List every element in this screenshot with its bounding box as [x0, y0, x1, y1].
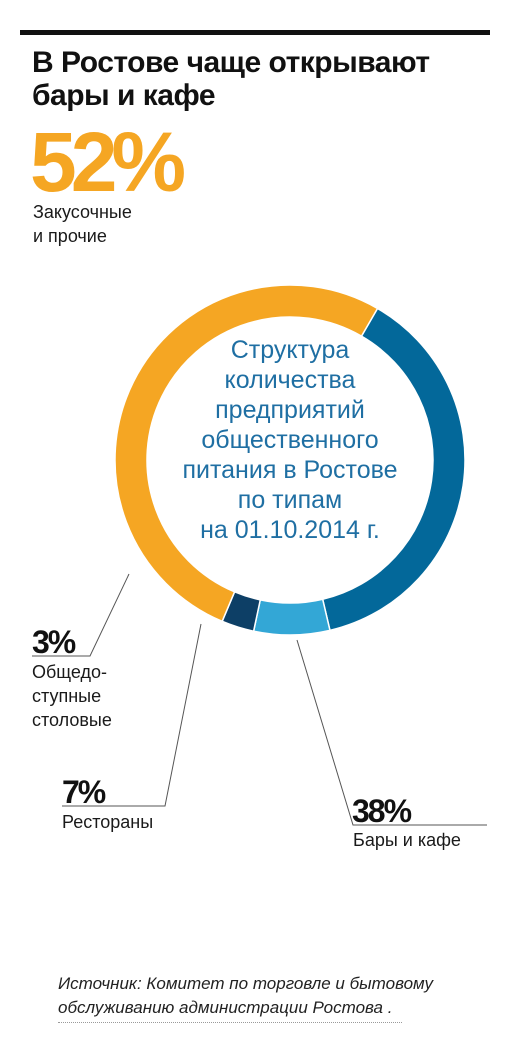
center-text-line-3: предприятий [215, 396, 365, 424]
pct-label-restaurants: 7% [62, 774, 106, 810]
slice-label-snacks-line-1: Закусочные [33, 202, 132, 222]
slice-snack-bars [114, 284, 379, 623]
leader-line-bars [296, 639, 487, 826]
slice-label-bars-line-1: Бары и кафе [353, 830, 461, 850]
slice-label-restaurants: Рестораны [62, 810, 153, 834]
top-rule [20, 30, 490, 35]
leader-line-canteens [32, 573, 130, 657]
chart-title: В Ростове чаще открывают бары и кафе [32, 46, 430, 112]
pct-label-snacks: 52% [30, 115, 186, 209]
leader-lines [32, 573, 487, 826]
slice-label-bars: Бары и кафе [353, 828, 461, 852]
center-text-line-7: на 01.10.2014 г. [200, 516, 380, 544]
slice-label-snacks: Закусочные и прочие [33, 200, 132, 248]
source-note: Источник: Комитет по торговле и бытовому… [58, 974, 434, 1017]
donut-slices [114, 284, 466, 636]
slice-label-canteens-line-3: столовые [32, 710, 112, 730]
center-text-line-4: общественного [201, 426, 379, 454]
source-underline [58, 1022, 402, 1024]
slice-label-snacks-line-2: и прочие [33, 226, 107, 246]
center-text-line-1: Структура [230, 336, 350, 364]
pct-label-canteens: 3% [32, 624, 76, 660]
slice-label-canteens-line-2: ступные [32, 686, 102, 706]
slice-label-restaurants-line-1: Рестораны [62, 812, 154, 832]
center-text-line-5: питания в Ростове [182, 456, 398, 484]
center-text-line-2: количества [224, 366, 356, 394]
slice-label-canteens: Общедо- ступные столовые [32, 660, 112, 732]
leader-line-restaurants [62, 623, 202, 807]
donut-center-text: Структура количества предприятий обществ… [155, 335, 425, 545]
slice-label-canteens-line-1: Общедо- [32, 662, 108, 682]
slice-restaurants [252, 598, 331, 636]
pct-label-bars: 38% [352, 793, 412, 829]
center-text-line-6: по типам [237, 486, 343, 514]
